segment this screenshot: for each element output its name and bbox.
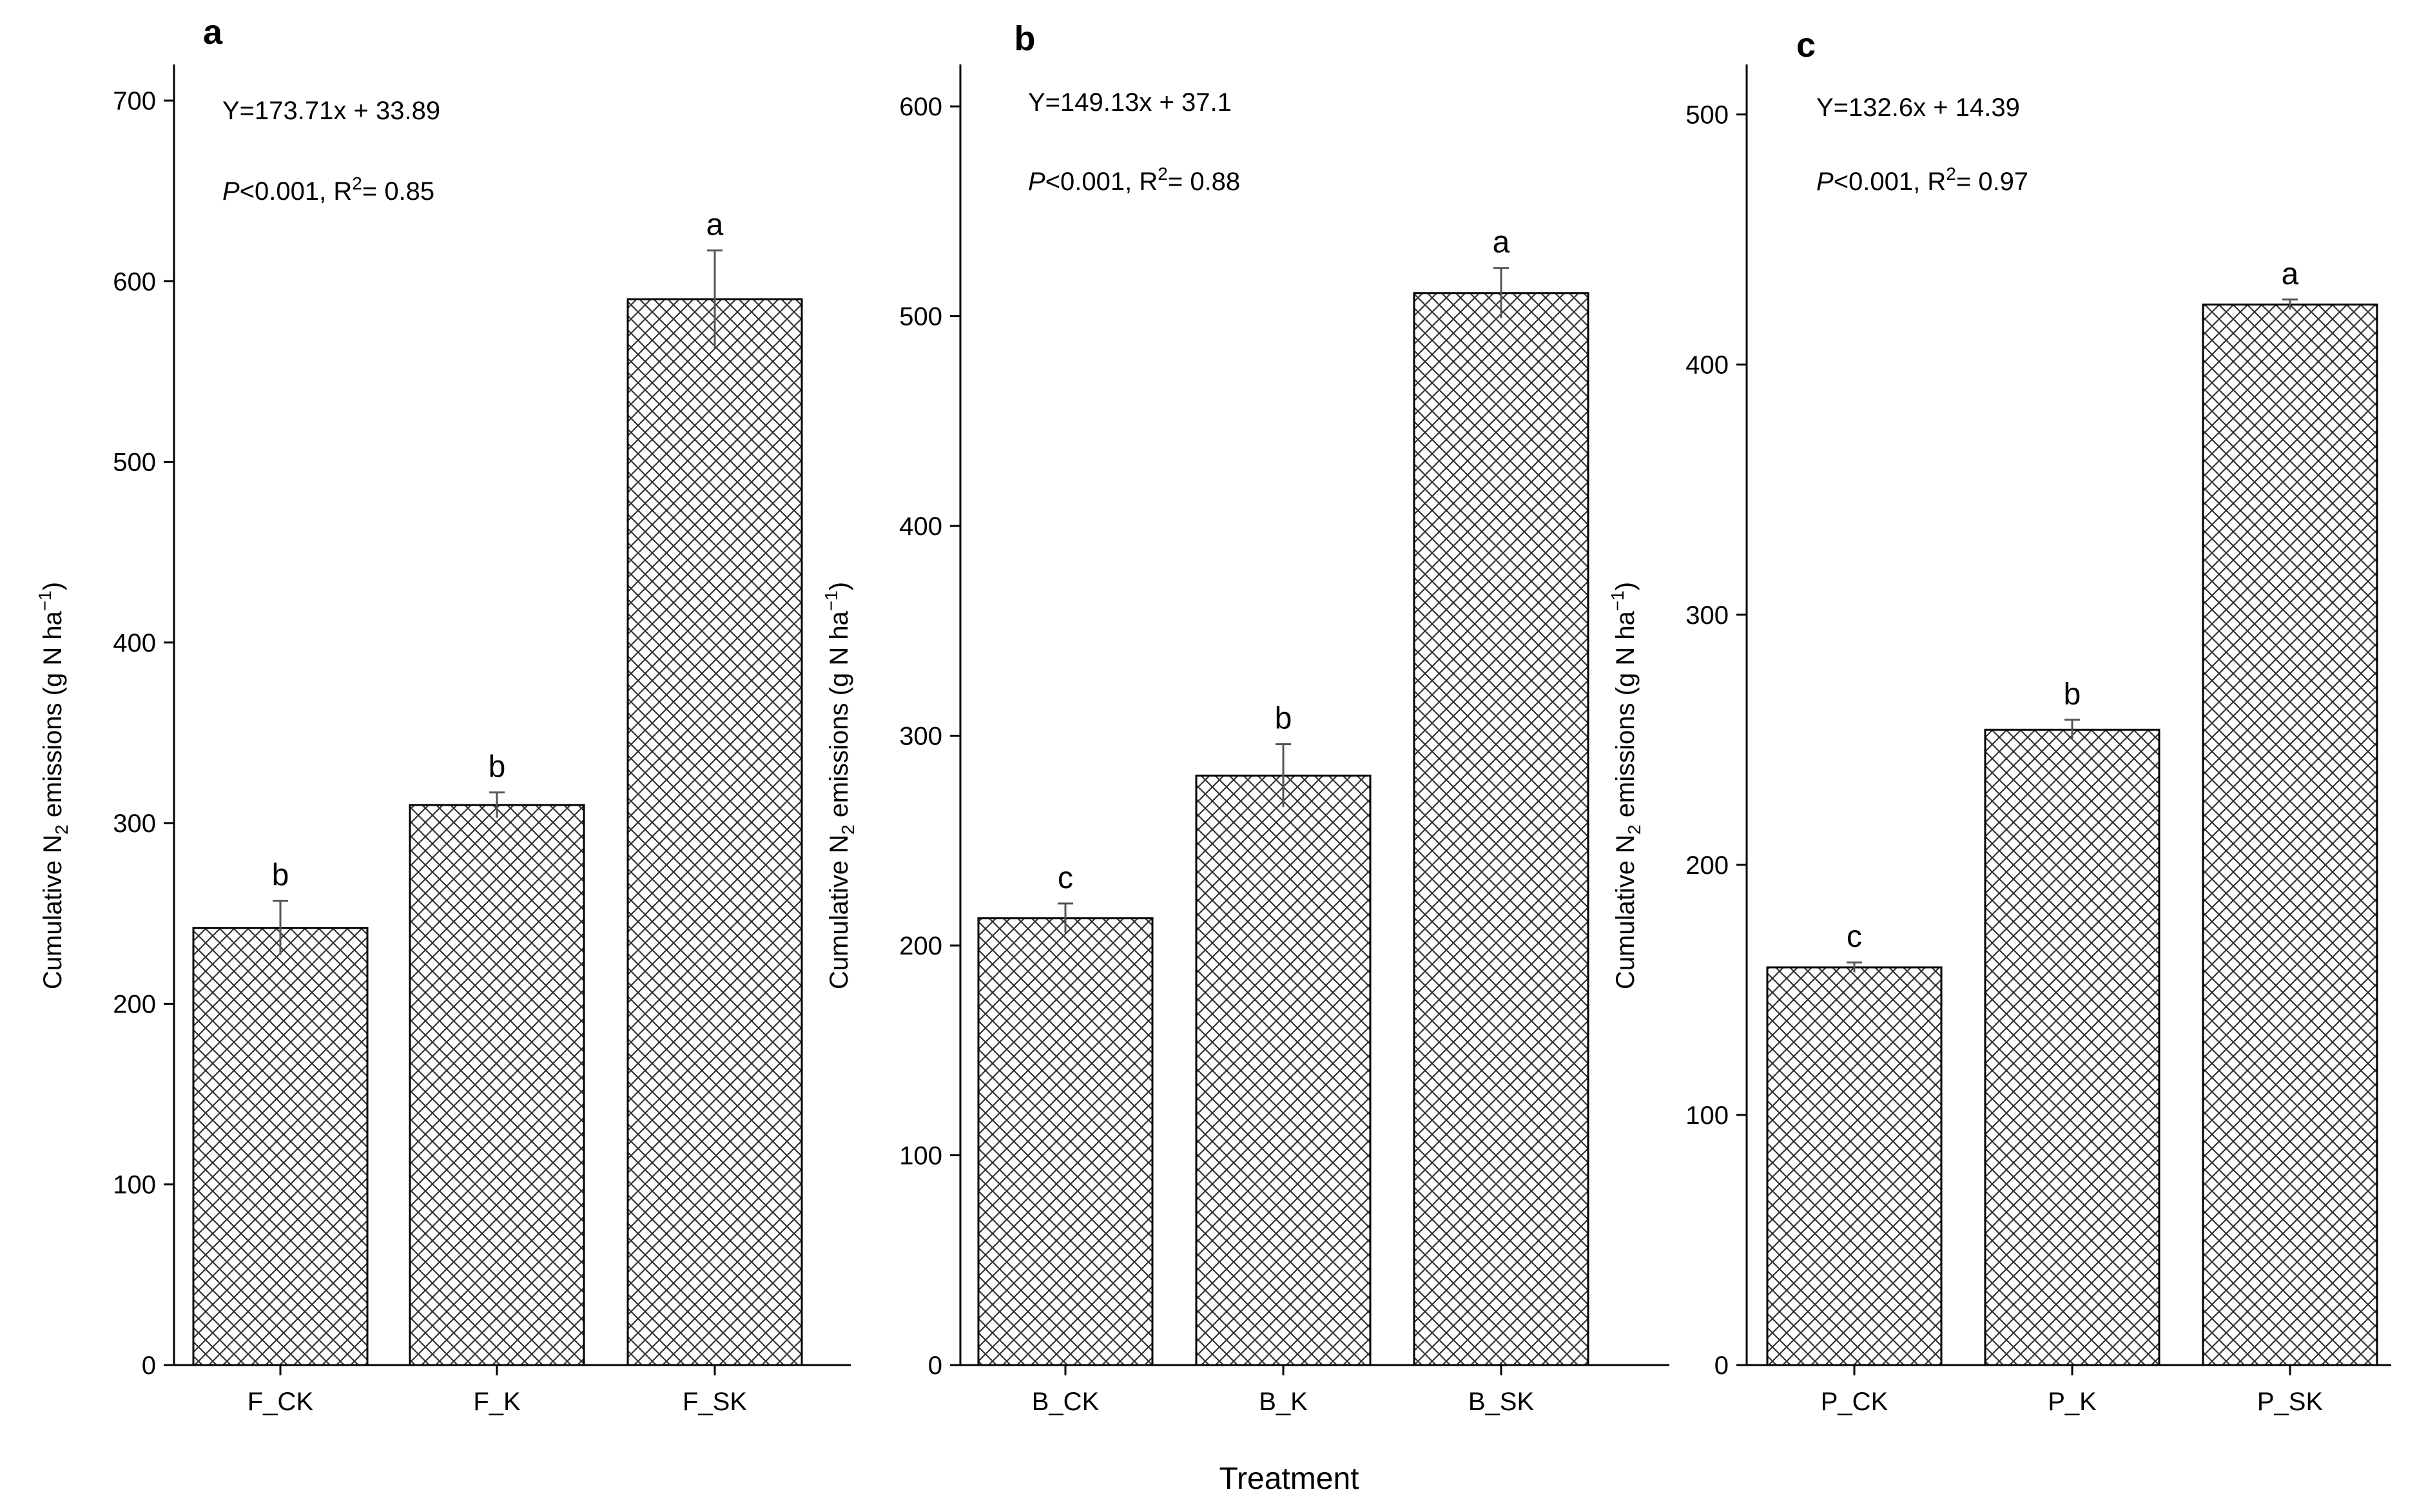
y-tick-label: 600 [113, 267, 156, 296]
y-axis-label: Cumulative N2 emissions (g N ha−1) [821, 582, 858, 989]
significance-label: b [272, 858, 289, 893]
y-tick-label: 100 [113, 1171, 156, 1199]
stats-label: P<0.001, R2= 0.88 [1028, 164, 1240, 196]
y-tick-label: 0 [1714, 1352, 1729, 1380]
bar [626, 298, 803, 1366]
y-tick-label: 200 [1685, 851, 1729, 880]
y-tick-label: 300 [113, 809, 156, 838]
significance-label: c [1847, 920, 1862, 954]
x-tick-label: P_CK [1821, 1388, 1888, 1416]
significance-label: a [2282, 257, 2299, 291]
x-axis-label: Treatment [1219, 1462, 1359, 1496]
bar [1766, 966, 1943, 1366]
bar [1984, 728, 2160, 1366]
y-tick-label: 200 [899, 932, 942, 960]
x-tick-label: F_K [473, 1388, 521, 1416]
bar [409, 804, 585, 1366]
significance-label: c [1058, 861, 1073, 895]
y-tick-label: 700 [113, 87, 156, 115]
y-tick-label: 400 [113, 629, 156, 657]
x-tick-label: F_CK [248, 1388, 314, 1416]
y-axis-label: Cumulative N2 emissions (g N ha−1) [35, 582, 72, 989]
panel-title: b [1014, 19, 1036, 58]
bar [1195, 774, 1372, 1366]
y-tick-label: 600 [899, 93, 942, 121]
bar [1413, 292, 1589, 1366]
stats-label: P<0.001, R2= 0.97 [1816, 164, 2028, 196]
y-tick-label: 400 [899, 512, 942, 541]
y-tick-label: 200 [113, 990, 156, 1018]
y-tick-label: 500 [1685, 101, 1729, 130]
panel-a: 0 100 200 300 400 500 600 700 b F_CK b F_K a F_SK a Y=1… [35, 13, 851, 1416]
y-tick-label: 300 [1685, 601, 1729, 630]
panel-title: a [203, 13, 223, 52]
significance-label: a [706, 208, 724, 242]
x-tick-label: P_K [2048, 1388, 2097, 1416]
x-tick-label: P_SK [2257, 1388, 2324, 1416]
y-tick-label: 0 [928, 1352, 942, 1380]
significance-label: b [2064, 677, 2081, 712]
bar [2202, 304, 2378, 1366]
panel-b: 0 100 200 300 400 500 600 c B_CK b B_K a B_SK b Y=149.… [821, 19, 1669, 1416]
y-tick-label: 100 [1685, 1101, 1729, 1130]
significance-label: a [1493, 226, 1510, 260]
x-tick-label: B_CK [1032, 1388, 1100, 1416]
y-tick-label: 100 [899, 1142, 942, 1170]
significance-label: b [489, 750, 506, 784]
regression-equation: Y=149.13x + 37.1 [1028, 88, 1232, 117]
y-tick-label: 300 [899, 722, 942, 751]
y-axis-label: Cumulative N2 emissions (g N ha−1) [1607, 582, 1644, 989]
y-tick-label: 0 [142, 1352, 156, 1380]
regression-equation: Y=132.6x + 14.39 [1816, 93, 2020, 122]
y-tick-label: 500 [899, 303, 942, 331]
x-tick-label: F_SK [683, 1388, 747, 1416]
significance-label: b [1275, 702, 1292, 736]
regression-equation: Y=173.71x + 33.89 [222, 97, 440, 125]
bar [977, 917, 1154, 1366]
panel-c: 0100200300400500cP_CKbP_KaP_SKcY=132.6x … [1607, 26, 2391, 1416]
stats-label: P<0.001, R2= 0.85 [222, 173, 434, 206]
y-tick-label: 500 [113, 449, 156, 477]
x-tick-label: B_K [1259, 1388, 1308, 1416]
y-tick-label: 400 [1685, 351, 1729, 380]
bar [192, 927, 369, 1366]
panel-title: c [1796, 26, 1816, 64]
x-tick-label: B_SK [1468, 1388, 1535, 1416]
